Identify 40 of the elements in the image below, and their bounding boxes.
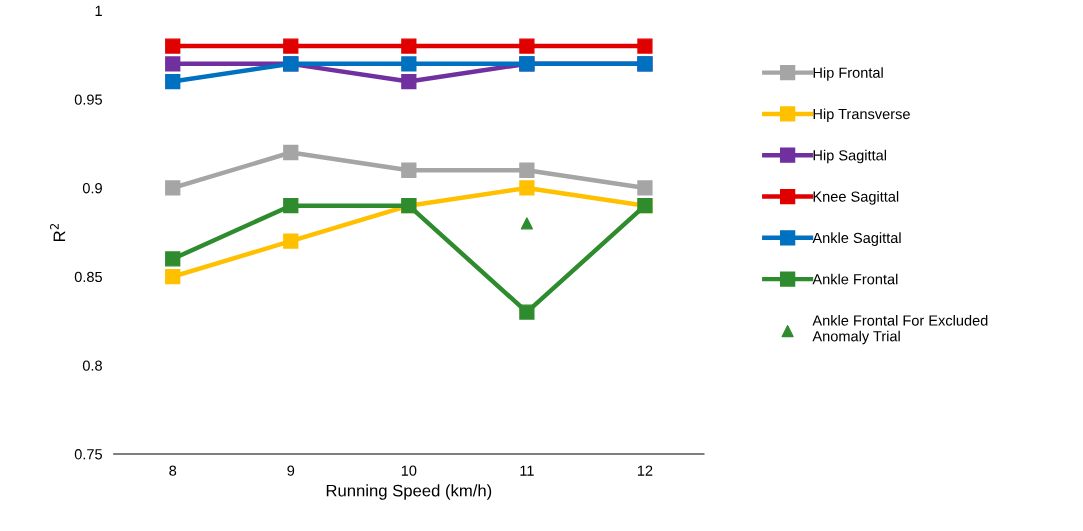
point: [519, 180, 535, 196]
y-tick-label: 0.85: [74, 271, 102, 283]
point: [165, 38, 181, 54]
legend-label: Knee Sagittal: [813, 191, 899, 205]
point: [637, 38, 653, 54]
legend-label: Ankle Frontal For Excluded Anomaly Trial: [812, 314, 988, 345]
point: [401, 73, 417, 90]
y-tick-label: 0.95: [74, 94, 102, 105]
point: [165, 180, 181, 196]
point: [519, 304, 535, 320]
point: [165, 56, 181, 72]
point: [401, 162, 417, 178]
point: [283, 144, 299, 161]
x-tick-label: 12: [637, 465, 653, 476]
point: [401, 56, 417, 72]
x-axis-title: Running Speed (km/h): [326, 484, 492, 500]
point: [283, 198, 299, 214]
y-axis-title: R$^{2}$: [50, 223, 66, 242]
x-tick-label: 9: [287, 465, 295, 476]
x-tick-label: 10: [401, 465, 417, 476]
legend-label: Hip Sagittal: [813, 149, 887, 164]
y-tick-label: 0.75: [74, 449, 102, 460]
point: [165, 269, 181, 285]
x-tick-label: 11: [520, 465, 534, 476]
point: [283, 233, 299, 249]
y-tick-label: 0.9: [82, 183, 102, 194]
x-tick-label: 8: [169, 465, 177, 476]
point: [637, 180, 653, 196]
legend-label: Hip Frontal: [813, 67, 883, 81]
legend-label: Ankle Sagittal: [812, 232, 901, 246]
point: [165, 73, 181, 90]
point: [401, 38, 417, 54]
point: [283, 38, 299, 54]
point: [519, 162, 535, 178]
y-tick-label: 0.8: [82, 360, 102, 371]
legend-label: Hip Transverse: [813, 108, 910, 123]
point: [519, 38, 535, 54]
point: [165, 251, 181, 267]
legend-label: Ankle Frontal: [812, 273, 898, 285]
y-tick-label: 1: [95, 5, 102, 16]
